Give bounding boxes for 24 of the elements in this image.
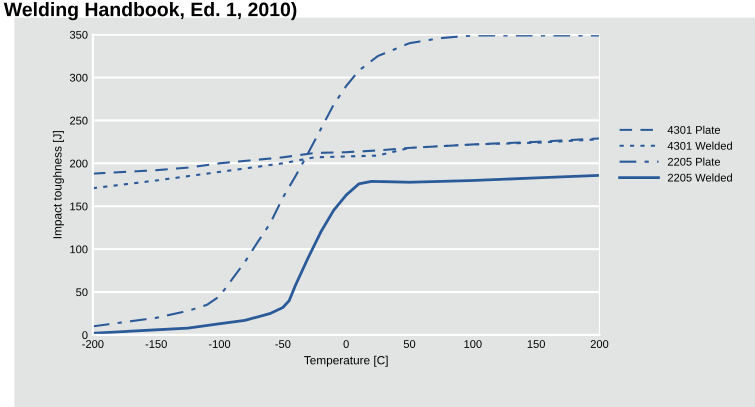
y-tick-label: 0 xyxy=(82,331,88,340)
y-tick-label: 300 xyxy=(70,74,88,82)
x-axis-title: Temperature [C] xyxy=(304,356,388,367)
legend-label: 4301 Welded xyxy=(668,142,732,150)
y-tick-label: 150 xyxy=(70,202,88,210)
y-tick-label: 250 xyxy=(70,116,88,125)
legend-label: 4301 Plate xyxy=(668,126,720,134)
y-tick-label: 350 xyxy=(70,30,88,39)
x-tick-label: 150 xyxy=(528,340,545,348)
x-tick-label: -150 xyxy=(146,340,167,348)
chart-title: Welding Handbook, Ed. 1, 2010) xyxy=(4,2,296,20)
y-tick-label: 100 xyxy=(70,245,88,254)
y-tick-label: 50 xyxy=(76,288,88,296)
x-tick-label: 200 xyxy=(590,340,608,348)
x-tick-label: -50 xyxy=(275,340,290,348)
x-tick-label: 100 xyxy=(464,340,482,348)
x-tick-label: 50 xyxy=(404,340,416,348)
x-tick-label: -200 xyxy=(82,340,104,348)
y-axis-title: Impact toughness [J] xyxy=(52,131,64,238)
legend-label: 2205 Welded xyxy=(668,173,732,182)
x-tick-label: 0 xyxy=(344,340,349,348)
x-tick-label: -100 xyxy=(208,340,230,348)
legend-label: 2205 Plate xyxy=(668,158,720,166)
y-tick-label: 200 xyxy=(70,160,88,168)
